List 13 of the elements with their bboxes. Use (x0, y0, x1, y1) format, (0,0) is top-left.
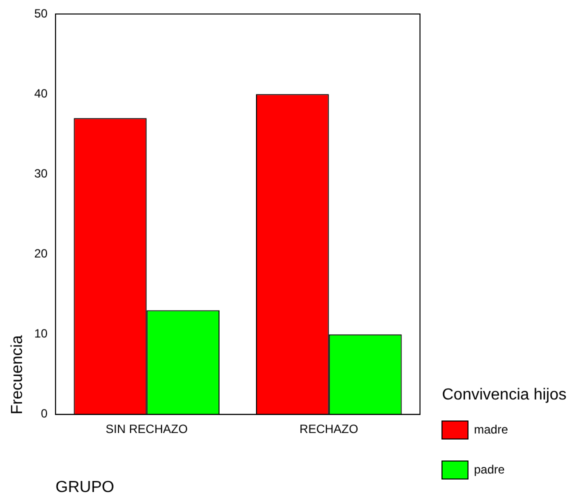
legend-label: madre (474, 422, 508, 436)
y-tick-label: 10 (34, 326, 48, 341)
x-axis-title: GRUPO (56, 478, 114, 496)
y-axis-title: Frecuencia (9, 335, 26, 414)
y-tick-label: 30 (34, 166, 48, 180)
x-tick-label: SIN RECHAZO (106, 422, 188, 436)
y-tick-label: 40 (34, 86, 48, 100)
y-tick-label: 20 (34, 246, 48, 261)
y-tick-label: 0 (40, 406, 48, 421)
legend-title: Convivencia hijos (442, 386, 566, 404)
x-tick-label: RECHAZO (300, 422, 358, 436)
legend-label: padre (474, 462, 506, 476)
y-tick-label: 50 (34, 6, 48, 20)
